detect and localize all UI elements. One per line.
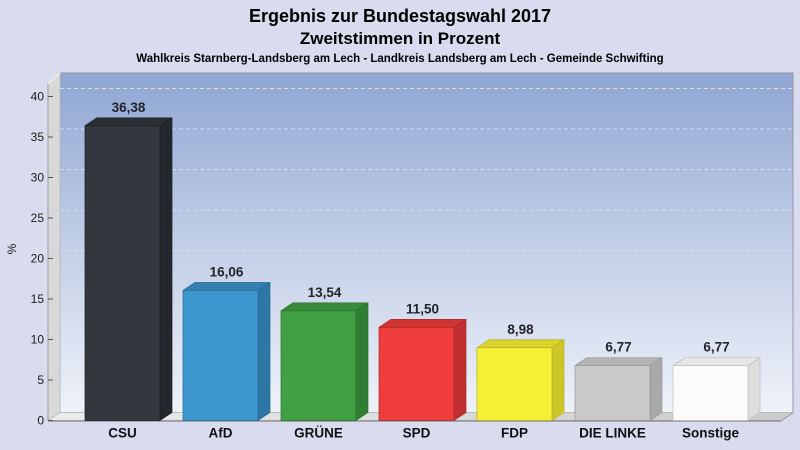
bar-FDP: 8,98 FDP	[476, 322, 565, 441]
bar-category-label: FDP	[501, 426, 528, 441]
chart-caption: Wahlkreis Starnberg-Landsberg am Lech - …	[136, 53, 664, 65]
bar-category-label: SPD	[403, 426, 431, 441]
y-tick-label-30: 30	[31, 171, 45, 185]
bar-top-face	[182, 282, 271, 291]
bar-DIE LINKE: 6,77 DIE LINKE	[574, 340, 663, 441]
wall-grid-connector	[47, 128, 61, 138]
bar-top-face	[672, 357, 761, 367]
bar-top-face	[378, 319, 467, 328]
plot-left-wall	[47, 72, 61, 422]
bar-top-face	[476, 339, 565, 349]
bar-side-face	[159, 117, 173, 421]
bar-front-face	[476, 347, 553, 421]
chart-title: Ergebnis zur Bundestagswahl 2017	[248, 6, 552, 26]
left-wall-top-edge	[47, 72, 61, 85]
wall-grid-connector	[47, 169, 61, 178]
wall-grid-connector	[47, 250, 61, 259]
bar-value-label: 6,77	[703, 340, 729, 355]
bar-value-label: 6,77	[605, 340, 631, 355]
bar-SPD: 11,50 SPD	[378, 301, 467, 441]
bar-AfD: 16,06 AfD	[182, 264, 271, 441]
bar-category-label: CSU	[108, 426, 137, 441]
bar-side-face	[649, 357, 663, 421]
y-tick-label-5: 5	[37, 373, 44, 387]
bar-category-label: GRÜNE	[294, 426, 343, 441]
bar-Sonstige: 6,77 Sonstige	[672, 340, 761, 441]
bar-side-face	[551, 339, 565, 421]
bar-side-face	[747, 357, 761, 421]
bar-side-face	[355, 302, 369, 421]
bar-side-face	[453, 319, 467, 421]
wall-grid-connector	[47, 331, 61, 340]
bar-value-label: 13,54	[308, 285, 342, 300]
bar-category-label: Sonstige	[682, 426, 739, 441]
bar-top-face	[84, 117, 173, 127]
bar-CSU: 36,38 CSU	[84, 100, 173, 441]
bar-front-face	[182, 290, 259, 421]
bar-top-face	[574, 357, 663, 367]
bar-category-label: DIE LINKE	[579, 426, 646, 441]
bar-front-face	[574, 365, 651, 421]
bar-front-face	[378, 327, 455, 421]
bar-front-face	[672, 365, 749, 421]
y-axis-label: %	[5, 243, 19, 254]
wall-grid-connector	[47, 209, 61, 219]
bar-GRÜNE: 13,54 GRÜNE	[280, 285, 369, 441]
bar-category-label: AfD	[209, 426, 233, 441]
bar-top-face	[280, 302, 369, 312]
y-tick-label-0: 0	[37, 414, 44, 428]
bar-value-label: 8,98	[507, 322, 534, 337]
bar-value-label: 11,50	[406, 301, 439, 316]
chart-subtitle: Zweitstimmen in Prozent	[299, 29, 501, 48]
floor-corner-edge	[780, 412, 794, 422]
wall-grid-connector	[47, 88, 61, 97]
y-tick-label-40: 40	[31, 90, 45, 104]
y-tick-label-10: 10	[31, 333, 45, 347]
y-tick-label-15: 15	[31, 292, 45, 306]
wall-grid-connector	[47, 290, 61, 300]
y-tick-label-20: 20	[31, 252, 45, 266]
y-tick-label-35: 35	[31, 130, 45, 144]
y-tick-label-25: 25	[31, 211, 45, 225]
bar-front-face	[280, 310, 357, 421]
bar-value-label: 16,06	[210, 264, 244, 279]
bar-front-face	[84, 125, 161, 421]
wall-grid-connector	[47, 371, 61, 381]
bar-side-face	[257, 282, 271, 421]
bar-value-label: 36,38	[112, 100, 146, 115]
